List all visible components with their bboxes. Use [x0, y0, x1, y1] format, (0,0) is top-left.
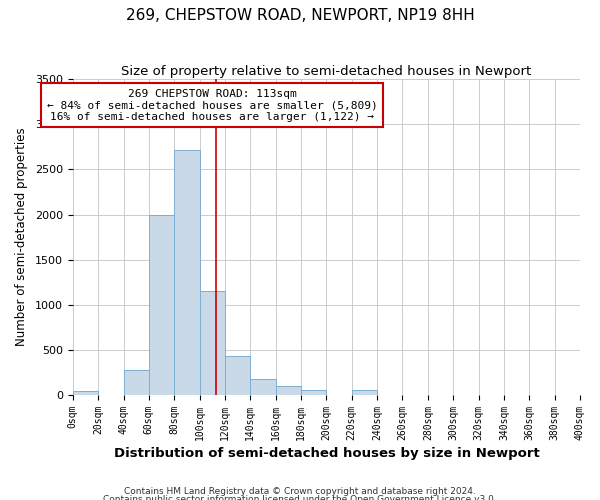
- Bar: [275, 386, 301, 395]
- Bar: [250, 380, 275, 395]
- Text: 269 CHEPSTOW ROAD: 113sqm
← 84% of semi-detached houses are smaller (5,809)
16% : 269 CHEPSTOW ROAD: 113sqm ← 84% of semi-…: [47, 88, 377, 122]
- Title: Size of property relative to semi-detached houses in Newport: Size of property relative to semi-detach…: [121, 65, 532, 78]
- Text: Contains public sector information licensed under the Open Government Licence v3: Contains public sector information licen…: [103, 496, 497, 500]
- Bar: [200, 292, 225, 395]
- Bar: [301, 390, 326, 395]
- Bar: [124, 370, 149, 395]
- Bar: [73, 390, 98, 395]
- Text: Contains HM Land Registry data © Crown copyright and database right 2024.: Contains HM Land Registry data © Crown c…: [124, 487, 476, 496]
- Bar: [225, 356, 250, 395]
- Bar: [174, 150, 200, 395]
- Y-axis label: Number of semi-detached properties: Number of semi-detached properties: [15, 128, 28, 346]
- Bar: [352, 390, 377, 395]
- Text: 269, CHEPSTOW ROAD, NEWPORT, NP19 8HH: 269, CHEPSTOW ROAD, NEWPORT, NP19 8HH: [125, 8, 475, 22]
- Bar: [149, 214, 174, 395]
- X-axis label: Distribution of semi-detached houses by size in Newport: Distribution of semi-detached houses by …: [113, 447, 539, 460]
